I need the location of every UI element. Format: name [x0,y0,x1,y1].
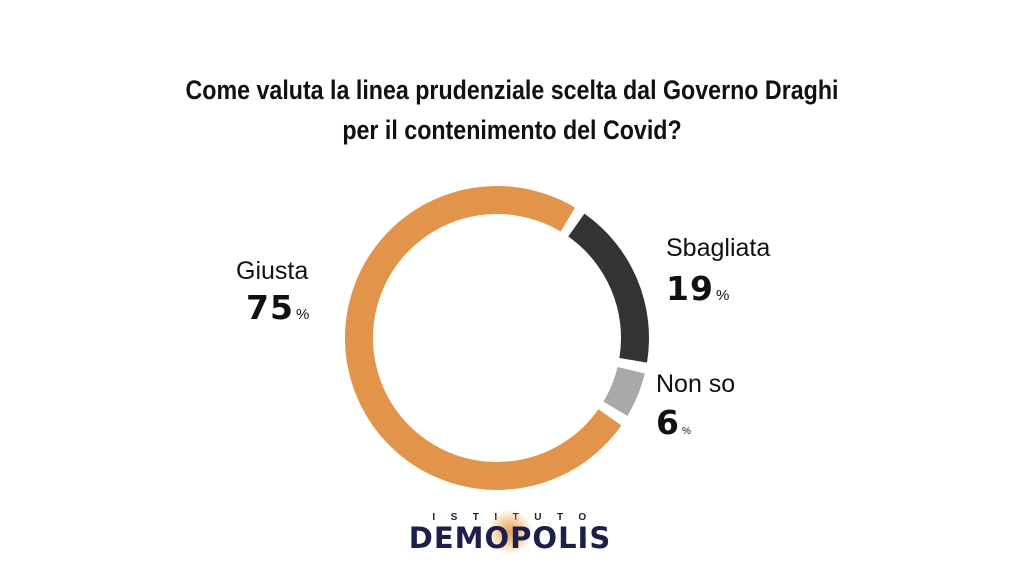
value-label-giusta: 75 [246,288,294,327]
demopolis-logo: ISTITUTO DEMOPOLIS [392,509,628,555]
logo-main-wrapper: DEMOPOLIS [392,509,628,555]
logo-glow-icon [487,509,533,555]
unit-label-sbagliata: % [715,287,730,304]
unit-label-non-so: % [681,426,691,437]
unit-label-giusta: % [295,306,310,323]
chart-title-line-1: Come valuta la linea prudenziale scelta … [185,75,839,105]
slice-non-so [603,366,645,417]
value-label-non-so: 6 [656,403,680,442]
category-label-non-so: Non so [656,370,736,398]
chart-title: Come valuta la linea prudenziale scelta … [168,70,856,150]
slice-label-giusta: Giusta 75% [236,257,309,327]
slice-label-sbagliata: Sbagliata 19% [666,234,770,308]
logo-demopolis-text: DEMOPOLIS [408,521,612,555]
category-label-sbagliata: Sbagliata [666,234,771,262]
slice-sbagliata [568,213,649,363]
category-label-giusta: Giusta [236,257,309,285]
value-label-sbagliata: 19 [666,269,714,308]
chart-title-line-2: per il contenimento del Covid? [342,115,682,145]
slice-label-non-so: Non so 6% [656,370,735,442]
